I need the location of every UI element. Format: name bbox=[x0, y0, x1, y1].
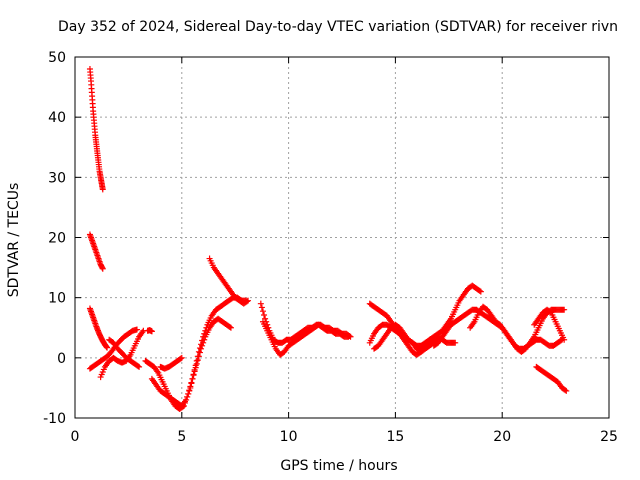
data-point bbox=[259, 308, 266, 315]
series-arc-21b bbox=[531, 306, 568, 343]
data-marks bbox=[86, 66, 570, 412]
data-point bbox=[562, 387, 569, 394]
data-point bbox=[188, 380, 195, 387]
data-point bbox=[227, 324, 234, 331]
data-point bbox=[193, 357, 200, 364]
data-point bbox=[452, 339, 459, 346]
series-arc-dip2 bbox=[148, 294, 249, 409]
data-point bbox=[258, 304, 265, 311]
data-point bbox=[104, 344, 111, 351]
series-arc-low3 bbox=[106, 336, 143, 370]
series-arc-3.5 bbox=[144, 327, 155, 335]
data-point bbox=[186, 387, 193, 394]
data-point bbox=[226, 323, 233, 330]
data-point bbox=[203, 324, 210, 331]
data-point bbox=[200, 333, 207, 340]
series-arc-21 bbox=[533, 363, 570, 394]
data-point bbox=[178, 354, 185, 361]
data-point bbox=[184, 393, 191, 400]
x-axis-label: GPS time / hours bbox=[280, 458, 397, 474]
y-tick-label: 40 bbox=[48, 110, 66, 126]
data-point bbox=[557, 337, 564, 344]
y-tick-label: 10 bbox=[48, 291, 66, 307]
series-arc-mid bbox=[86, 231, 106, 272]
data-point bbox=[148, 328, 155, 335]
data-point bbox=[243, 298, 250, 305]
data-point bbox=[135, 363, 142, 370]
axis-ticks: 0 5 10 15 20 25 -10 0 10 20 30 40 50 bbox=[43, 50, 618, 445]
x-tick-label: 20 bbox=[493, 429, 511, 445]
data-point bbox=[202, 327, 209, 334]
data-point bbox=[191, 366, 198, 373]
data-point bbox=[192, 362, 199, 369]
data-point bbox=[261, 311, 268, 318]
series-arc-9b bbox=[259, 318, 352, 358]
y-tick-label: 0 bbox=[57, 351, 66, 367]
chart-title: Day 352 of 2024, Sidereal Day-to-day VTE… bbox=[58, 19, 618, 35]
y-axis-label: SDTVAR / TECUs bbox=[6, 183, 22, 298]
grid bbox=[75, 57, 609, 418]
data-point bbox=[177, 355, 184, 362]
series-arc-high bbox=[86, 66, 106, 193]
data-point bbox=[561, 306, 568, 313]
data-point bbox=[477, 288, 484, 295]
y-tick-label: 50 bbox=[48, 50, 66, 66]
series-arc-14 bbox=[366, 282, 484, 358]
data-point bbox=[187, 384, 194, 391]
series-arc-low2 bbox=[97, 327, 147, 381]
data-point bbox=[561, 336, 568, 343]
series-arc-8a bbox=[86, 305, 111, 351]
data-point bbox=[194, 353, 201, 360]
series-arc-peak bbox=[206, 255, 252, 307]
data-point bbox=[262, 315, 269, 322]
data-point bbox=[547, 308, 554, 315]
data-point bbox=[195, 348, 202, 355]
data-point bbox=[201, 330, 208, 337]
data-point bbox=[345, 333, 352, 340]
data-point bbox=[99, 186, 106, 193]
series-arc-dip3 bbox=[157, 354, 185, 372]
y-tick-label: -10 bbox=[43, 411, 66, 427]
data-point bbox=[189, 375, 196, 382]
x-tick-label: 0 bbox=[71, 429, 80, 445]
x-tick-label: 15 bbox=[386, 429, 404, 445]
data-point bbox=[476, 287, 483, 294]
data-point bbox=[199, 337, 206, 344]
y-tick-label: 30 bbox=[48, 170, 66, 186]
series-arc-9 bbox=[257, 300, 354, 346]
data-point bbox=[183, 396, 190, 403]
data-point bbox=[198, 341, 205, 348]
data-point bbox=[245, 297, 252, 304]
x-tick-label: 25 bbox=[600, 429, 618, 445]
data-point bbox=[257, 300, 264, 307]
data-point bbox=[563, 387, 570, 394]
data-point bbox=[196, 345, 203, 352]
data-point bbox=[133, 326, 140, 333]
x-tick-label: 5 bbox=[177, 429, 186, 445]
data-point bbox=[185, 390, 192, 397]
data-point bbox=[190, 371, 197, 378]
data-point bbox=[99, 265, 106, 272]
series-arc-low bbox=[86, 326, 140, 372]
data-point bbox=[136, 363, 143, 370]
y-tick-label: 20 bbox=[48, 231, 66, 247]
x-tick-label: 10 bbox=[280, 429, 298, 445]
